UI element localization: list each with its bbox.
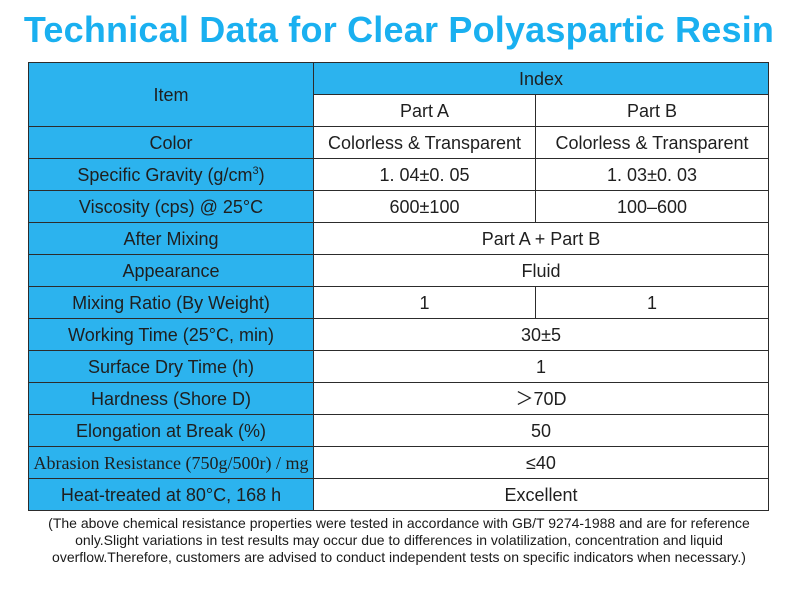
surface-dry-time-value: 1 <box>312 350 770 383</box>
viscosity-part-a: 600±100 <box>313 190 536 223</box>
gravity-part-b: 1. 03±0. 03 <box>534 158 770 191</box>
heat-treated-value: Excellent <box>312 478 770 511</box>
header-part-a: Part A <box>313 94 536 127</box>
after-mixing-value: Part A + Part B <box>312 222 770 255</box>
mixing-ratio-part-b: 1 <box>534 286 770 319</box>
color-part-a: Colorless & Transparent <box>313 126 536 159</box>
table-row: Surface Dry Time (h) 1 <box>28 350 770 383</box>
header-item: Item <box>28 62 314 127</box>
row-label-abrasion-resistance: Abrasion Resistance (750g/500r) / mg <box>28 446 314 479</box>
technical-data-table: Item Index Part A Part B Color Colorless… <box>28 62 770 511</box>
abrasion-resistance-value: ≤40 <box>312 446 770 479</box>
gravity-part-a: 1. 04±0. 05 <box>313 158 536 191</box>
table-row: Viscosity (cps) @ 25°C 600±100 100–600 <box>28 190 770 223</box>
hardness-value: ＞70D <box>312 382 770 415</box>
gravity-label-superscript: 3 <box>252 164 259 177</box>
table-row: Part A Part B <box>29 94 770 127</box>
row-label-after-mixing: After Mixing <box>28 222 314 255</box>
viscosity-part-b: 100–600 <box>534 190 770 223</box>
table-row: After Mixing Part A + Part B <box>28 222 770 255</box>
table-row: Specific Gravity (g/cm3) 1. 04±0. 05 1. … <box>28 158 770 191</box>
row-label-viscosity: Viscosity (cps) @ 25°C <box>28 190 314 223</box>
working-time-value: 30±5 <box>312 318 770 351</box>
header-index: Index <box>312 62 770 95</box>
row-label-specific-gravity: Specific Gravity (g/cm3) <box>28 158 314 191</box>
row-label-heat-treated: Heat-treated at 80°C, 168 h <box>28 478 314 511</box>
row-label-appearance: Appearance <box>28 254 314 287</box>
table-row: Heat-treated at 80°C, 168 h Excellent <box>28 478 770 511</box>
table-row: Item Index <box>28 62 770 127</box>
elongation-value: 50 <box>312 414 770 447</box>
table-row: Mixing Ratio (By Weight) 1 1 <box>28 286 770 319</box>
mixing-ratio-part-a: 1 <box>313 286 536 319</box>
gravity-label-close: ) <box>258 164 265 185</box>
table-row: Appearance Fluid <box>28 254 770 287</box>
color-part-b: Colorless & Transparent <box>534 126 770 159</box>
table-row: Abrasion Resistance (750g/500r) / mg ≤40 <box>28 446 770 479</box>
header-part-b: Part B <box>534 94 770 127</box>
appearance-value: Fluid <box>312 254 770 287</box>
table-row: Elongation at Break (%) 50 <box>28 414 770 447</box>
table-row: Color Colorless & Transparent Colorless … <box>28 126 770 159</box>
table-row: Working Time (25°C, min) 30±5 <box>28 318 770 351</box>
row-label-color: Color <box>28 126 314 159</box>
row-label-surface-dry-time: Surface Dry Time (h) <box>28 350 314 383</box>
footnote: (The above chemical resistance propertie… <box>48 515 750 565</box>
gravity-label-text: Specific Gravity (g/cm <box>77 164 253 185</box>
row-label-working-time: Working Time (25°C, min) <box>28 318 314 351</box>
row-label-hardness: Hardness (Shore D) <box>28 382 314 415</box>
table-row: Hardness (Shore D) ＞70D <box>28 382 770 415</box>
page-title: Technical Data for Clear Polyaspartic Re… <box>23 9 775 50</box>
row-label-elongation: Elongation at Break (%) <box>28 414 314 447</box>
row-label-mixing-ratio: Mixing Ratio (By Weight) <box>28 286 314 319</box>
